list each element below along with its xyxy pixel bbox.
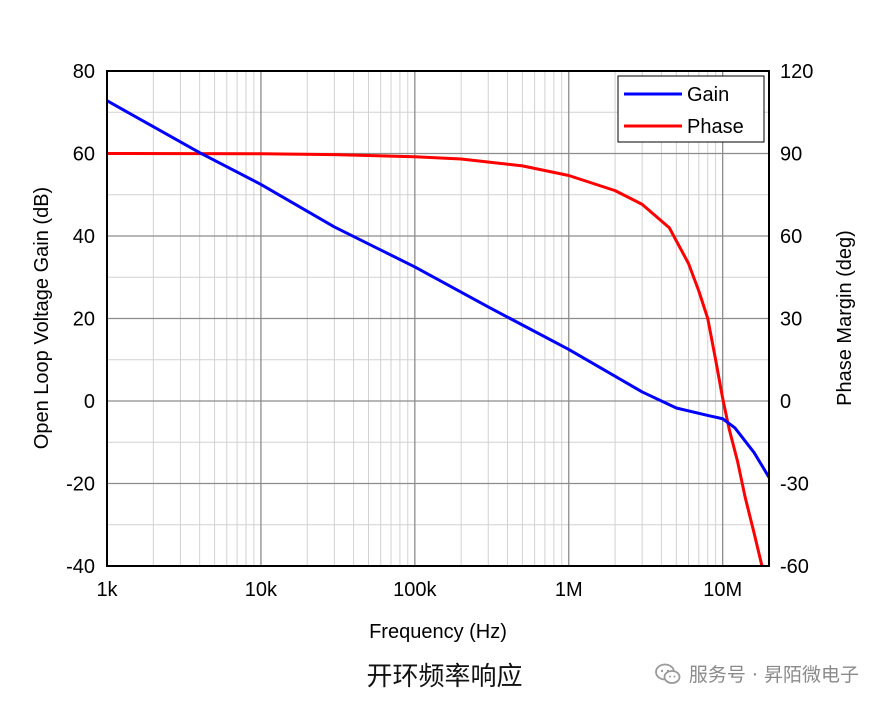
figure-caption: 开环频率响应: [0, 656, 885, 693]
legend-gain-label: Gain: [687, 84, 729, 106]
watermark-text: 服务号 · 昇陌微电子: [688, 664, 859, 686]
y-left-tick-label: 80: [73, 61, 95, 83]
y-left-axis-title: Open Loop Voltage Gain (dB): [31, 187, 53, 449]
y-left-tick-label: 40: [73, 226, 95, 248]
x-tick-label: 1M: [555, 579, 583, 601]
y-right-tick-label: 90: [780, 144, 802, 166]
wechat-icon: [654, 663, 681, 684]
y-right-axis-title: Phase Margin (deg): [834, 230, 856, 406]
x-axis-title: Frequency (Hz): [369, 621, 507, 643]
y-right-tick-label: -30: [780, 474, 809, 496]
y-right-tick-label: 0: [780, 391, 791, 413]
y-right-tick-label: 60: [780, 226, 802, 248]
series-layer: [107, 99, 769, 566]
y-left-tick-label: 0: [84, 391, 95, 413]
legend-box: [617, 75, 765, 143]
x-tick-label: 10M: [703, 579, 742, 601]
series-line-phase: [107, 152, 764, 566]
y-right-tick-label: -60: [780, 556, 809, 578]
y-left-tick-label: 60: [73, 144, 95, 166]
legend-phase-label: Phase: [687, 116, 744, 138]
y-right-tick-label: 120: [780, 61, 813, 83]
series-line-gain: [107, 99, 769, 479]
y-right-tick-label: 30: [780, 309, 802, 331]
y-left-tick-label: -40: [66, 556, 95, 578]
y-left-tick-label: 20: [73, 309, 95, 331]
tick-labels: 1k 10k 100k 1M 10M 80 60 40 20 0 -20 -40 120 90 60 30 0 -…: [66, 61, 813, 601]
y-left-tick-label: -20: [66, 474, 95, 496]
caption-text: 开环频率响应: [366, 662, 523, 692]
x-tick-label: 1k: [96, 579, 118, 601]
x-tick-label: 10k: [245, 579, 278, 601]
x-tick-label: 100k: [393, 579, 437, 601]
watermark: 服务号 · 昇陌微电子: [654, 660, 859, 687]
plot-frame: [106, 70, 770, 567]
bode-chart: 1k 10k 100k 1M 10M 80 60 40 20 0 -20 -40 120 90 60 30 0 -…: [31, 61, 856, 643]
legend: Gain Phase: [617, 75, 765, 143]
